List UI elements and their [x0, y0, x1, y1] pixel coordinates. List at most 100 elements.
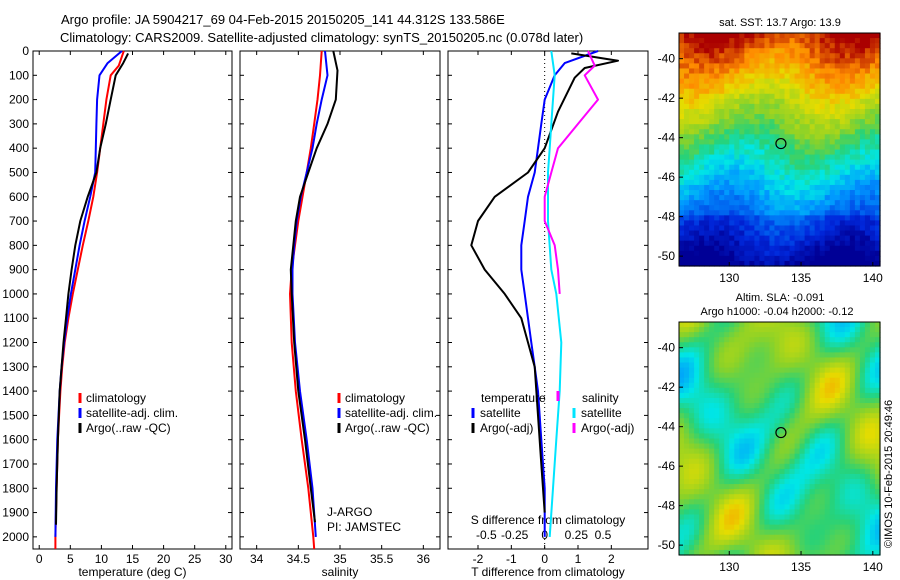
map-cell [704, 184, 710, 191]
map-cell [714, 448, 720, 455]
map-cell [859, 392, 866, 399]
map-cell [704, 255, 710, 262]
map-cell [759, 43, 766, 49]
map-cell [779, 230, 786, 237]
map-cell [724, 179, 730, 186]
map-cell [809, 408, 816, 414]
map-cell [779, 443, 786, 450]
map-cell [844, 387, 851, 394]
map-cell [719, 190, 725, 196]
map-cell [704, 164, 710, 171]
map-cell [824, 78, 831, 85]
map-cell [874, 473, 881, 480]
map-cell [869, 159, 876, 166]
map-cell [804, 322, 811, 328]
map-cell [729, 215, 735, 222]
map-cell [794, 88, 801, 95]
map-cell [759, 200, 766, 206]
map-cell [869, 68, 876, 75]
map-cell [859, 235, 866, 242]
map-cell [804, 139, 811, 146]
map-cell [714, 438, 720, 445]
map-cell [759, 463, 766, 470]
map-cell [694, 347, 700, 353]
map-cell [799, 524, 806, 531]
legend-label: satellite [480, 406, 521, 420]
map-cell [684, 504, 690, 511]
map-cell [759, 63, 766, 70]
map-cell [694, 250, 700, 257]
map-cell [774, 438, 781, 445]
map-cell [699, 484, 705, 490]
map-cell [699, 458, 705, 465]
map-cell [849, 195, 856, 201]
map-cell [764, 387, 771, 394]
map-cell [704, 524, 710, 531]
series-line-3 [289, 50, 339, 523]
map-cell [864, 174, 871, 181]
map-cell [694, 519, 700, 526]
map-cell [789, 78, 796, 85]
map-cell [699, 448, 705, 455]
map-cell [789, 362, 796, 369]
map-cell [874, 347, 881, 353]
map-cell [854, 250, 861, 257]
map-cell [864, 149, 871, 156]
map-cell [744, 98, 750, 105]
map-cell [819, 184, 826, 191]
map-cell [789, 103, 796, 110]
map-cell [709, 448, 715, 455]
map-cell [869, 529, 876, 536]
map-cell [789, 448, 796, 455]
map-cell [729, 149, 735, 156]
map-cell [754, 539, 761, 546]
map-cell [709, 164, 715, 171]
map-cell [764, 235, 771, 242]
map-cell [769, 174, 776, 181]
map-cell [814, 159, 821, 166]
map-cell [714, 245, 720, 252]
map-cell [844, 159, 851, 166]
map-cell [729, 154, 735, 161]
map-cell [819, 413, 826, 419]
map-cell [709, 387, 715, 394]
map-cell [844, 473, 851, 480]
map-cell [789, 149, 796, 156]
map-cell [754, 408, 761, 414]
map-cell [714, 524, 720, 531]
map-cell [689, 48, 695, 54]
map-cell [874, 413, 881, 419]
map-cell [774, 484, 781, 490]
map-cell [859, 108, 866, 115]
map-cell [819, 68, 826, 75]
map-cell [704, 215, 710, 222]
map-cell [869, 397, 876, 404]
map-cell [784, 514, 791, 521]
x-tick-label: 135 [791, 560, 811, 574]
map-cell [869, 114, 876, 120]
map-cell [769, 144, 776, 151]
map-cell [784, 347, 791, 353]
map-cell [799, 139, 806, 146]
map-cell [729, 240, 735, 247]
map-cell [714, 73, 720, 80]
map-cell [829, 129, 836, 135]
map-cell [839, 423, 846, 429]
map-cell [764, 327, 771, 333]
map-cell [719, 129, 725, 135]
map-cell [719, 463, 725, 470]
map-cell [784, 58, 791, 64]
map-cell [794, 484, 801, 490]
map-cell [744, 367, 750, 374]
map-cell [819, 499, 826, 505]
map-cell [679, 200, 685, 206]
map-cell [754, 342, 761, 348]
map-cell [864, 322, 871, 328]
x-tick-label: 34 [250, 552, 264, 566]
map-cell [684, 529, 690, 536]
map-cell [729, 382, 735, 389]
map-cell [824, 108, 831, 115]
map-cell [784, 397, 791, 404]
map-cell [794, 48, 801, 54]
map-cell [724, 433, 730, 440]
